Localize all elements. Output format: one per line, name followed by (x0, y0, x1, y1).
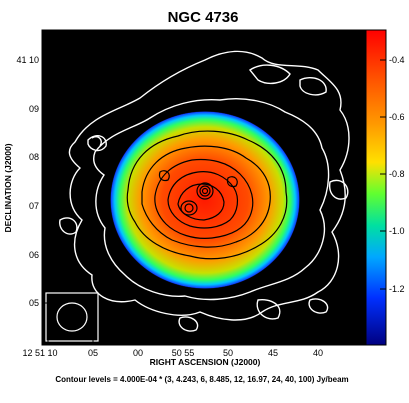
colorbar-tick-label: -0.6 (389, 112, 405, 122)
colorbar-tick-marks (380, 59, 386, 290)
x-tick-label: 00 (133, 348, 143, 358)
x-tick-marks (47, 30, 319, 345)
y-tick-label: 05 (29, 298, 39, 308)
y-tick-label: 41 10 (16, 55, 39, 65)
y-tick-label: 07 (29, 201, 39, 211)
y-tick-label: 08 (29, 152, 39, 162)
x-tick-label: 45 (268, 348, 278, 358)
x-axis-label: RIGHT ASCENSION (J2000) (150, 357, 261, 367)
outer-contours (59, 50, 350, 332)
figure-title: NGC 4736 (168, 9, 239, 26)
y-axis-label: DECLINATION (J2000) (3, 143, 13, 232)
beam-ellipse (56, 302, 88, 332)
x-tick-label: 50 55 (172, 348, 195, 358)
x-tick-label: 12 51 10 (22, 348, 57, 358)
x-tick-label: 50 (223, 348, 233, 358)
y-tick-label: 09 (29, 104, 39, 114)
plot-frame (41, 29, 366, 346)
colorbar-tick-label: -0.4 (389, 55, 405, 65)
contour-levels-caption: Contour levels = 4.000E-04 * (3, 4.243, … (55, 375, 348, 384)
x-tick-label: 40 (313, 348, 323, 358)
y-tick-label: 06 (29, 250, 39, 260)
beam-box (45, 292, 99, 342)
colorbar-tick-labels: -0.4 -0.6 -0.8 -1.0 -1.2 (389, 55, 405, 294)
colorbar-tick-label: -1.2 (389, 284, 405, 294)
y-tick-marks (42, 59, 365, 304)
inner-contours (126, 130, 288, 260)
y-tick-labels: 41 10 09 08 07 06 05 (16, 55, 39, 308)
colorbar-tick-label: -0.8 (389, 169, 405, 179)
colorbar (365, 29, 387, 346)
galaxy-emission (110, 111, 300, 289)
x-tick-labels: 12 51 10 05 00 50 55 50 45 40 (22, 348, 323, 358)
colorbar-tick-label: -1.0 (389, 226, 405, 236)
x-tick-label: 05 (88, 348, 98, 358)
image-panel (42, 30, 365, 345)
